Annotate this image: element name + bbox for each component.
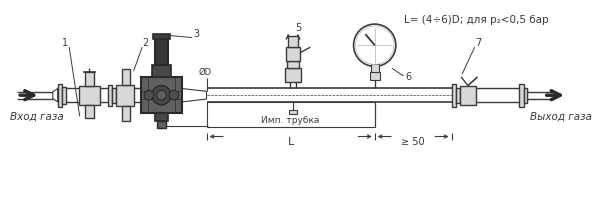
Bar [58, 84, 62, 107]
Bar [107, 85, 112, 106]
Bar [457, 88, 460, 103]
Bar [157, 121, 166, 128]
Text: 7: 7 [476, 38, 482, 48]
Bar [112, 88, 116, 103]
Bar [155, 37, 168, 65]
Bar [122, 106, 130, 121]
Text: Имп. трубка: Имп. трубка [262, 116, 320, 125]
Bar [153, 34, 170, 39]
Bar [289, 110, 297, 114]
Text: Вход газа: Вход газа [10, 111, 64, 121]
Bar [460, 86, 476, 105]
Bar [155, 113, 168, 121]
Bar [288, 36, 298, 47]
Circle shape [157, 90, 166, 100]
Bar [85, 105, 94, 118]
Circle shape [152, 86, 171, 105]
Bar [62, 87, 66, 104]
Bar [85, 72, 94, 86]
Bar [452, 84, 457, 107]
Text: Выход газа: Выход газа [530, 111, 592, 121]
Text: 5: 5 [295, 23, 301, 33]
Bar [371, 64, 379, 72]
Bar [152, 65, 171, 77]
Circle shape [353, 24, 396, 66]
Circle shape [169, 90, 179, 100]
Text: L: L [287, 137, 294, 147]
Text: L= (4÷6)D; для p₂<0,5 бар: L= (4÷6)D; для p₂<0,5 бар [404, 15, 548, 25]
Bar [524, 88, 527, 103]
Bar [122, 69, 130, 85]
Circle shape [355, 26, 394, 64]
Bar [286, 47, 300, 61]
Text: 3: 3 [193, 29, 199, 39]
Bar [206, 102, 374, 127]
Text: 1: 1 [62, 38, 68, 48]
Circle shape [144, 90, 154, 100]
Bar [370, 72, 380, 80]
Text: 6: 6 [406, 72, 412, 82]
Bar [116, 85, 134, 106]
Text: 4: 4 [155, 58, 161, 68]
Text: ≥ 50: ≥ 50 [401, 137, 425, 147]
Text: 2: 2 [142, 38, 148, 48]
Bar [79, 86, 100, 105]
Polygon shape [53, 88, 58, 102]
Bar [287, 61, 299, 68]
Bar [286, 68, 301, 82]
Bar [519, 84, 524, 107]
Text: ØD: ØD [198, 68, 211, 77]
Bar [141, 77, 182, 113]
Polygon shape [182, 88, 206, 102]
